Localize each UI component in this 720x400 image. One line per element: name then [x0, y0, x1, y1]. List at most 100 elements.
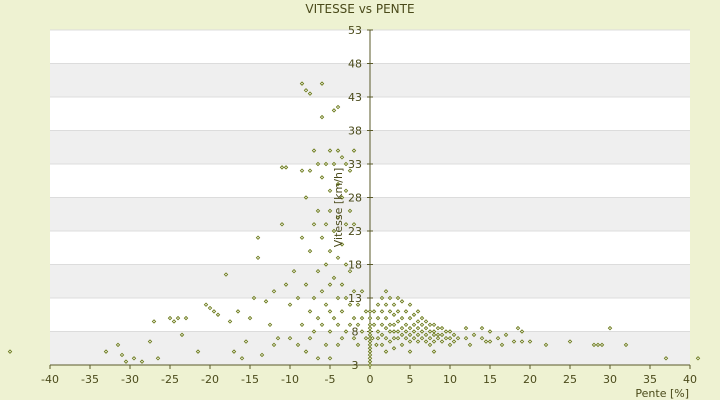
- data-point: [103, 349, 109, 354]
- data-point: [319, 289, 325, 294]
- data-point: [311, 329, 317, 334]
- data-point: [147, 339, 153, 344]
- data-point: [495, 335, 501, 341]
- data-point: [351, 289, 357, 294]
- data-point: [275, 335, 281, 341]
- data-point: [375, 335, 381, 341]
- data-point: [331, 108, 337, 113]
- data-point: [347, 302, 353, 307]
- data-point: [315, 161, 321, 167]
- data-point: [383, 349, 389, 354]
- data-point: [427, 342, 433, 348]
- data-point: [347, 168, 353, 173]
- data-point: [343, 222, 349, 227]
- data-point: [415, 325, 421, 331]
- data-point: [383, 315, 389, 321]
- y-tick-label: 33: [348, 158, 362, 171]
- data-point: [383, 289, 389, 294]
- x-axis-title: Pente [%]: [635, 387, 689, 400]
- data-point: [279, 222, 285, 227]
- data-point: [123, 359, 129, 364]
- data-point: [399, 325, 405, 331]
- data-point: [343, 295, 349, 301]
- data-point: [695, 356, 701, 361]
- x-tick-label: -15: [241, 373, 259, 386]
- data-point: [403, 322, 409, 328]
- data-point: [299, 168, 305, 173]
- data-point: [319, 114, 325, 120]
- data-point: [399, 342, 405, 348]
- data-point: [355, 302, 361, 307]
- data-point: [383, 325, 389, 331]
- data-point: [411, 329, 417, 334]
- data-point: [327, 248, 333, 254]
- data-point: [515, 325, 521, 331]
- x-tick-label: 20: [523, 373, 537, 386]
- data-point: [235, 309, 241, 314]
- data-point: [367, 356, 373, 361]
- data-point: [339, 242, 345, 247]
- data-point: [367, 342, 373, 348]
- data-point: [331, 275, 337, 281]
- data-point: [315, 315, 321, 321]
- data-point: [303, 349, 309, 354]
- data-point: [303, 195, 309, 200]
- data-point: [295, 342, 301, 348]
- chart-title: VITESSE vs PENTE: [305, 2, 414, 16]
- data-point: [463, 335, 469, 341]
- data-point: [427, 335, 433, 341]
- data-point: [327, 282, 333, 287]
- data-point: [343, 329, 349, 334]
- data-point: [347, 208, 353, 214]
- x-tick-label: 35: [643, 373, 657, 386]
- data-point: [139, 359, 145, 364]
- data-point: [407, 302, 413, 307]
- data-point: [167, 315, 173, 321]
- data-point: [291, 268, 297, 274]
- data-point: [151, 319, 157, 324]
- data-point: [387, 322, 393, 328]
- data-point: [663, 356, 669, 361]
- data-point: [447, 329, 453, 334]
- data-point: [335, 295, 341, 301]
- data-point: [431, 322, 437, 328]
- data-point: [423, 339, 429, 344]
- data-point: [479, 335, 485, 341]
- data-point: [399, 332, 405, 338]
- data-point: [479, 325, 485, 331]
- data-point: [319, 235, 325, 240]
- data-point: [255, 235, 261, 240]
- data-point: [447, 335, 453, 341]
- data-point: [271, 289, 277, 294]
- data-point: [171, 319, 177, 324]
- data-point: [331, 315, 337, 321]
- data-point: [299, 322, 305, 328]
- data-point: [423, 332, 429, 338]
- data-point: [327, 356, 333, 361]
- data-point: [335, 342, 341, 348]
- data-point: [451, 332, 457, 338]
- data-point: [391, 346, 397, 351]
- data-point: [339, 155, 345, 160]
- data-point: [315, 268, 321, 274]
- data-point: [207, 305, 213, 311]
- data-point: [367, 325, 373, 331]
- x-tick-label: -40: [41, 373, 59, 386]
- data-point: [435, 325, 441, 331]
- x-tick-label: -10: [281, 373, 299, 386]
- data-point: [303, 282, 309, 287]
- data-point: [543, 342, 549, 348]
- data-point: [415, 309, 421, 314]
- y-tick-label: 23: [348, 225, 362, 238]
- data-point: [307, 91, 313, 96]
- data-point: [351, 148, 357, 153]
- data-point: [307, 168, 313, 173]
- data-point: [323, 161, 329, 167]
- data-point: [155, 356, 161, 361]
- data-point: [499, 342, 505, 348]
- data-point: [387, 295, 393, 301]
- data-point: [623, 342, 629, 348]
- data-point: [131, 356, 137, 361]
- data-point: [483, 339, 489, 344]
- data-point: [487, 339, 493, 344]
